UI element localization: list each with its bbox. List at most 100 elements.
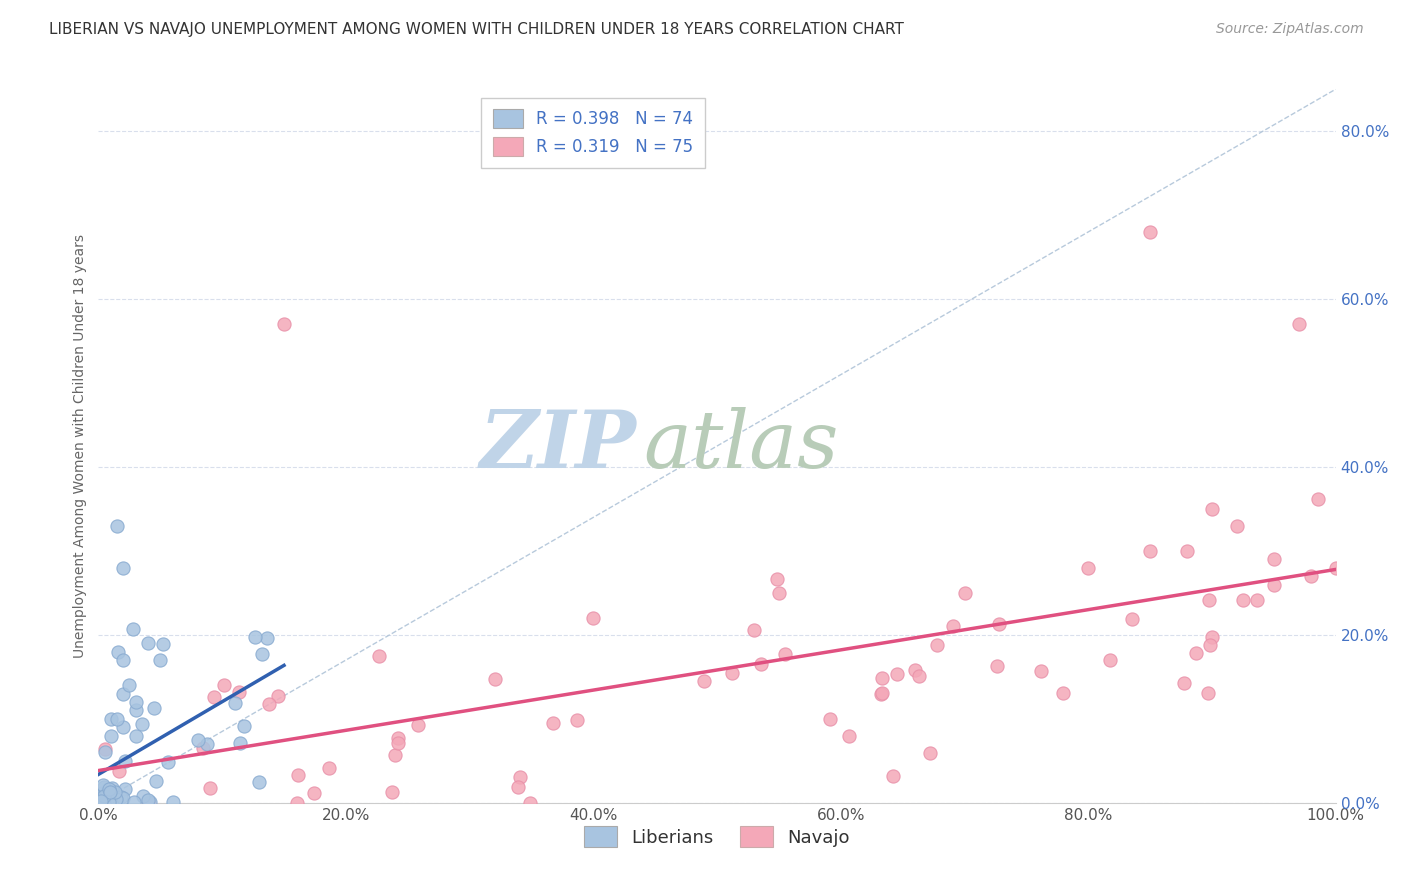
Point (1232, 593, 1254, 607)
Point (749, 657, 772, 671)
Point (112, 560, 135, 574)
Y-axis label: Unemployment Among Women with Children Under 18 years: Unemployment Among Women with Children U… (73, 234, 87, 658)
Point (143, 701, 166, 715)
Point (775, 648, 797, 662)
Point (122, 795, 145, 809)
Point (104, 792, 127, 806)
Point (1197, 686, 1219, 700)
Point (105, 795, 128, 809)
Point (1324, 560, 1347, 574)
Point (105, 712, 128, 726)
Point (124, 703, 146, 717)
Point (870, 672, 893, 686)
Point (519, 796, 541, 810)
Point (93, 742, 115, 756)
Point (96, 787, 118, 801)
Point (110, 790, 132, 805)
Point (93, 793, 115, 807)
Point (118, 678, 141, 692)
Point (93, 746, 115, 760)
Point (94, 788, 117, 802)
Point (93, 789, 115, 803)
Point (111, 791, 134, 805)
Point (988, 617, 1011, 632)
Point (89, 794, 111, 808)
Point (100, 712, 122, 726)
Text: ZIP: ZIP (479, 408, 637, 484)
Point (318, 761, 340, 775)
Point (742, 623, 765, 637)
Point (136, 636, 159, 650)
Point (1199, 638, 1222, 652)
Point (384, 748, 406, 763)
Point (1288, 318, 1310, 332)
Point (942, 619, 965, 633)
Point (267, 689, 290, 703)
Point (818, 712, 841, 726)
Point (131, 789, 153, 803)
Point (100, 729, 122, 743)
Text: atlas: atlas (643, 408, 838, 484)
Point (114, 754, 136, 768)
Point (986, 658, 1008, 673)
Point (98, 786, 121, 800)
Point (98, 785, 121, 799)
Point (162, 795, 184, 809)
Point (925, 638, 948, 652)
Point (89, 796, 111, 810)
Point (138, 796, 160, 810)
Point (124, 729, 146, 743)
Point (90, 795, 112, 809)
Point (1052, 686, 1074, 700)
Point (233, 719, 256, 733)
Point (96, 786, 118, 800)
Point (112, 687, 135, 701)
Point (1175, 544, 1198, 558)
Text: LIBERIAN VS NAVAJO UNEMPLOYMENT AMONG WOMEN WITH CHILDREN UNDER 18 YEARS CORRELA: LIBERIAN VS NAVAJO UNEMPLOYMENT AMONG WO… (49, 22, 904, 37)
Point (247, 775, 270, 789)
Point (509, 770, 531, 784)
Point (250, 647, 273, 661)
Point (256, 631, 278, 645)
Point (195, 737, 218, 751)
Point (287, 768, 309, 782)
Point (138, 793, 160, 807)
Point (838, 729, 860, 743)
Point (98, 793, 121, 807)
Point (91, 789, 114, 804)
Point (122, 622, 145, 636)
Point (112, 720, 135, 734)
Point (273, 318, 295, 332)
Point (90, 796, 112, 810)
Point (506, 780, 529, 795)
Point (105, 518, 128, 533)
Point (387, 736, 409, 750)
Point (367, 649, 389, 664)
Point (90, 794, 112, 808)
Point (1263, 552, 1285, 566)
Point (98, 791, 121, 805)
Point (228, 685, 250, 699)
Point (1173, 675, 1195, 690)
Point (145, 773, 167, 788)
Point (96, 786, 118, 800)
Point (918, 746, 941, 760)
Point (1201, 631, 1223, 645)
Point (257, 698, 280, 712)
Point (90, 791, 112, 805)
Point (302, 787, 325, 801)
Point (904, 664, 927, 678)
Point (87, 793, 110, 807)
Point (224, 696, 246, 710)
Point (90, 793, 112, 807)
Point (101, 781, 124, 796)
Point (101, 796, 124, 810)
Point (693, 673, 716, 688)
Point (406, 718, 429, 732)
Point (202, 690, 225, 705)
Point (1226, 518, 1249, 533)
Point (89, 792, 111, 806)
Point (139, 795, 162, 809)
Point (1185, 646, 1208, 660)
Point (107, 645, 129, 659)
